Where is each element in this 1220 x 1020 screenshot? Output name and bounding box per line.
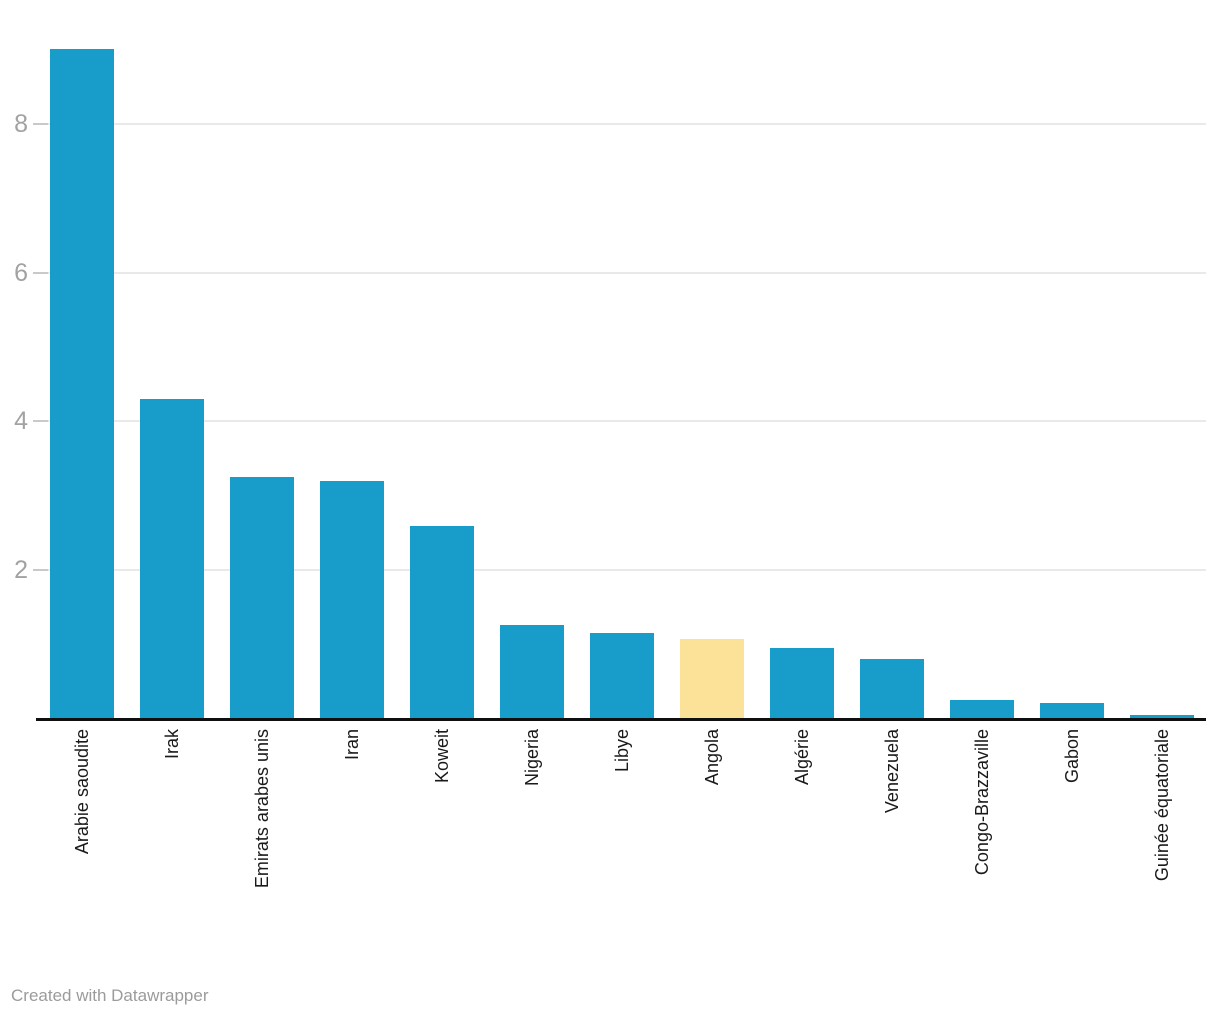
bar-gabon[interactable]: [1040, 703, 1104, 719]
x-axis-label: Koweit: [432, 729, 452, 784]
x-axis-label: Guinée équatoriale: [1152, 729, 1172, 882]
y-gridline: [33, 569, 1206, 571]
x-axis-line: [36, 718, 1206, 721]
bar-koweit[interactable]: [410, 526, 474, 719]
y-tick-label: 2: [14, 556, 28, 584]
x-axis-label: Irak: [162, 729, 182, 760]
x-axis-label: Algérie: [792, 729, 812, 786]
x-axis-label: Nigeria: [522, 729, 542, 787]
x-axis-label: Libye: [612, 729, 632, 773]
y-tick-label: 8: [14, 110, 28, 138]
bar-congo-brazzaville[interactable]: [950, 700, 1014, 719]
x-axis-label: Gabon: [1062, 729, 1082, 784]
bar-guin-e-quatoriale[interactable]: [1130, 715, 1194, 719]
datawrapper-credit-link[interactable]: Created with Datawrapper: [11, 986, 209, 1005]
y-tick-mark: [33, 569, 48, 571]
x-axis-label: Iran: [342, 729, 362, 761]
bar-arabie-saoudite[interactable]: [50, 49, 114, 719]
y-tick-mark: [33, 272, 48, 274]
bar-irak[interactable]: [140, 399, 204, 719]
bar-alg-rie[interactable]: [770, 648, 834, 719]
bar-venezuela[interactable]: [860, 659, 924, 719]
bar-emirats-arabes-unis[interactable]: [230, 477, 294, 719]
x-axis-label: Venezuela: [882, 729, 902, 814]
y-tick-label: 6: [14, 259, 28, 287]
bar-nigeria[interactable]: [500, 625, 564, 719]
y-gridline: [33, 420, 1206, 422]
bar-libye[interactable]: [590, 633, 654, 719]
x-axis-label: Emirats arabes unis: [252, 729, 272, 889]
x-axis-label: Arabie saoudite: [72, 729, 92, 855]
y-tick-mark: [33, 123, 48, 125]
y-tick-mark: [33, 420, 48, 422]
y-tick-label: 4: [14, 407, 28, 435]
bar-iran[interactable]: [320, 481, 384, 719]
x-axis-label: Congo-Brazzaville: [972, 729, 992, 876]
y-gridline: [33, 123, 1206, 125]
x-axis-label: Angola: [702, 729, 722, 786]
bar-angola[interactable]: [680, 639, 744, 719]
y-gridline: [33, 272, 1206, 274]
